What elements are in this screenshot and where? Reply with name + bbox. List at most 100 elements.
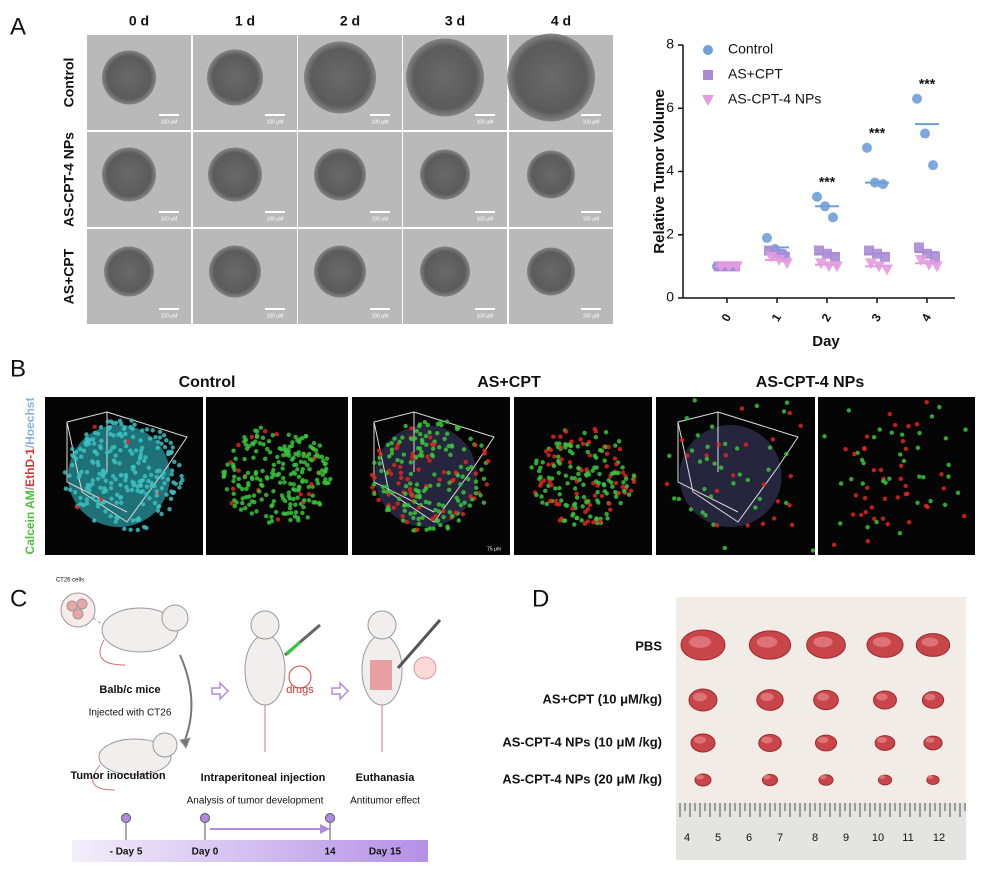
- cell: [461, 490, 466, 495]
- cell: [135, 488, 140, 493]
- cell: [384, 470, 389, 476]
- cell: [427, 430, 432, 435]
- scale-label: 100 μM: [161, 119, 178, 125]
- spheroid: [304, 41, 376, 114]
- cell: [254, 429, 260, 434]
- cell: [613, 480, 619, 486]
- cell: [556, 502, 562, 507]
- cell: [95, 431, 101, 436]
- cell: [118, 500, 124, 505]
- cell: [142, 473, 148, 479]
- cell: [618, 500, 623, 506]
- cell: [484, 482, 490, 487]
- point: [830, 251, 840, 262]
- cell: [306, 498, 312, 503]
- cell: [946, 462, 951, 468]
- cell: [427, 458, 432, 463]
- cell: [320, 472, 325, 477]
- cell: [90, 496, 96, 501]
- cell: [456, 518, 461, 523]
- cell: [300, 477, 305, 483]
- cell: [81, 448, 87, 453]
- point: [780, 251, 790, 262]
- cell: [313, 500, 318, 505]
- cell: [411, 515, 416, 521]
- ruler-label: 6: [746, 832, 752, 844]
- cell: [898, 476, 904, 481]
- cell: [110, 473, 116, 479]
- cell: [617, 446, 623, 452]
- cell: [688, 507, 694, 512]
- cell: [135, 527, 141, 533]
- cell: [295, 467, 300, 472]
- cell: [87, 484, 92, 489]
- cell: [288, 502, 293, 507]
- cell: [286, 432, 291, 438]
- cell: [172, 459, 177, 465]
- cell: [576, 471, 581, 477]
- spheroid: [208, 147, 262, 202]
- cell: [262, 429, 268, 434]
- cell: [300, 466, 305, 472]
- cell: [609, 471, 615, 476]
- cell: [140, 428, 145, 433]
- cell: [423, 499, 429, 505]
- cell: [435, 430, 440, 436]
- cell: [418, 431, 423, 437]
- ruler-label: 4: [684, 832, 690, 844]
- cell: [261, 442, 266, 447]
- cell: [553, 498, 559, 504]
- cell: [162, 481, 167, 486]
- point: [928, 160, 938, 171]
- cell: [718, 465, 724, 470]
- cell: [408, 460, 413, 465]
- cell: [454, 495, 459, 501]
- cell: [714, 523, 720, 528]
- cell: [128, 424, 133, 430]
- cell: [853, 493, 859, 498]
- cell: [94, 451, 100, 457]
- cell: [95, 498, 101, 503]
- tumor-highlight: [878, 775, 886, 779]
- cell: [787, 410, 792, 416]
- tumor-highlight: [817, 736, 829, 744]
- cell: [408, 490, 413, 495]
- cell: [264, 513, 269, 519]
- cell: [616, 439, 622, 444]
- y-tick-label: 8: [666, 36, 674, 52]
- cell: [78, 501, 83, 507]
- cell: [601, 481, 606, 487]
- cell: [420, 440, 425, 445]
- cell: [865, 538, 870, 544]
- cell: [481, 500, 487, 505]
- tumor-highlight: [925, 737, 935, 743]
- cell: [392, 462, 397, 468]
- cell: [300, 510, 305, 516]
- cell: [572, 486, 578, 491]
- timeline-label: 14: [324, 847, 336, 858]
- cell: [146, 465, 151, 470]
- cell: [453, 510, 458, 515]
- cell: [112, 460, 118, 465]
- cell: [563, 502, 568, 508]
- cell: [438, 522, 443, 528]
- cell: [941, 486, 946, 491]
- cell: [258, 478, 263, 483]
- scale-label: 100 μM: [477, 216, 494, 222]
- spheroid: [314, 148, 366, 201]
- cell: [766, 467, 771, 472]
- cell: [789, 522, 795, 528]
- cell: [605, 516, 610, 521]
- cell: [291, 455, 296, 461]
- cell: [544, 449, 549, 454]
- cell: [240, 500, 245, 506]
- cell: [403, 423, 408, 429]
- cell: [579, 468, 584, 473]
- cell: [328, 476, 333, 482]
- cell: [468, 436, 473, 441]
- spheroid: [420, 149, 470, 200]
- cell: [574, 495, 580, 500]
- y-tick-label: 2: [666, 225, 674, 241]
- cell: [63, 486, 69, 491]
- cell: [153, 435, 158, 440]
